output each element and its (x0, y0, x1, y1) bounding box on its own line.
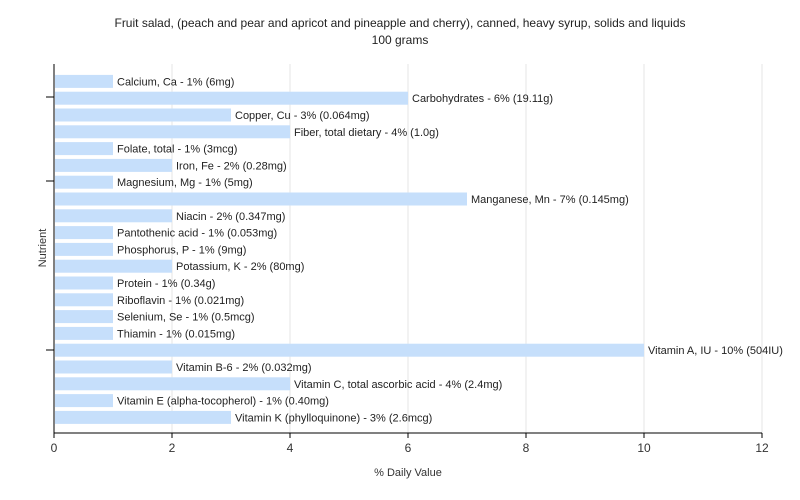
bar-label: Protein - 1% (0.34g) (117, 278, 215, 290)
x-tick-label: 6 (405, 441, 412, 455)
bar (55, 259, 172, 273)
bar (55, 142, 113, 156)
bar (55, 410, 231, 424)
bar-label: Vitamin K (phylloquinone) - 3% (2.6mcg) (235, 412, 432, 424)
bar (55, 209, 172, 223)
bar (55, 91, 408, 105)
x-tick-label: 2 (169, 441, 176, 455)
bars-group: Calcium, Ca - 1% (6mg) Carbohydrates - 6%… (55, 74, 783, 424)
bar-label: Magnesium, Mg - 1% (5mg) (117, 177, 253, 189)
bar-label: Fiber, total dietary - 4% (1.0g) (294, 127, 439, 139)
bar (55, 377, 290, 391)
bar-label: Niacin - 2% (0.347mg) (176, 211, 285, 223)
bar-label: Selenium, Se - 1% (0.5mcg) (117, 312, 255, 324)
bar (55, 242, 113, 256)
bar (55, 226, 113, 240)
x-tick-label: 8 (523, 441, 530, 455)
bar-label: Vitamin B-6 - 2% (0.032mg) (176, 362, 312, 374)
bar (55, 125, 290, 139)
bar (55, 108, 231, 122)
x-tick-label: 0 (51, 441, 58, 455)
chart-title: Fruit salad, (peach and pear and apricot… (114, 16, 685, 30)
bar-label: Copper, Cu - 3% (0.064mg) (235, 110, 370, 122)
bar (55, 276, 113, 290)
x-tick-label: 12 (755, 441, 769, 455)
y-axis-title: Nutrient (37, 229, 49, 268)
bar-label: Potassium, K - 2% (80mg) (176, 261, 304, 273)
bar-label: Calcium, Ca - 1% (6mg) (117, 76, 234, 88)
bar-label: Folate, total - 1% (3mcg) (117, 144, 237, 156)
bar (55, 293, 113, 307)
bar (55, 192, 467, 206)
bar-label: Thiamin - 1% (0.015mg) (117, 328, 235, 340)
bar-label: Riboflavin - 1% (0.021mg) (117, 295, 244, 307)
bar (55, 360, 172, 374)
bar (55, 343, 644, 357)
bar (55, 158, 172, 172)
bar-label: Phosphorus, P - 1% (9mg) (117, 244, 246, 256)
x-tick-label: 4 (287, 441, 294, 455)
x-axis-title: % Daily Value (374, 467, 442, 479)
bar-label: Carbohydrates - 6% (19.11g) (412, 93, 553, 105)
axes-group: 0 2 4 6 8 10 12 (46, 64, 769, 455)
bar (55, 394, 113, 408)
bar-label: Iron, Fe - 2% (0.28mg) (176, 160, 287, 172)
bar-label: Vitamin C, total ascorbic acid - 4% (2.4… (294, 379, 502, 391)
bar (55, 326, 113, 340)
bar-label: Vitamin E (alpha-tocopherol) - 1% (0.40m… (117, 396, 329, 408)
bar (55, 74, 113, 88)
bar (55, 175, 113, 189)
chart-subtitle: 100 grams (372, 33, 429, 47)
x-tick-label: 10 (637, 441, 651, 455)
bar (55, 310, 113, 324)
bar-label: Pantothenic acid - 1% (0.053mg) (117, 228, 277, 240)
bar-label: Manganese, Mn - 7% (0.145mg) (471, 194, 629, 206)
bar-label: Vitamin A, IU - 10% (504IU) (648, 345, 783, 357)
